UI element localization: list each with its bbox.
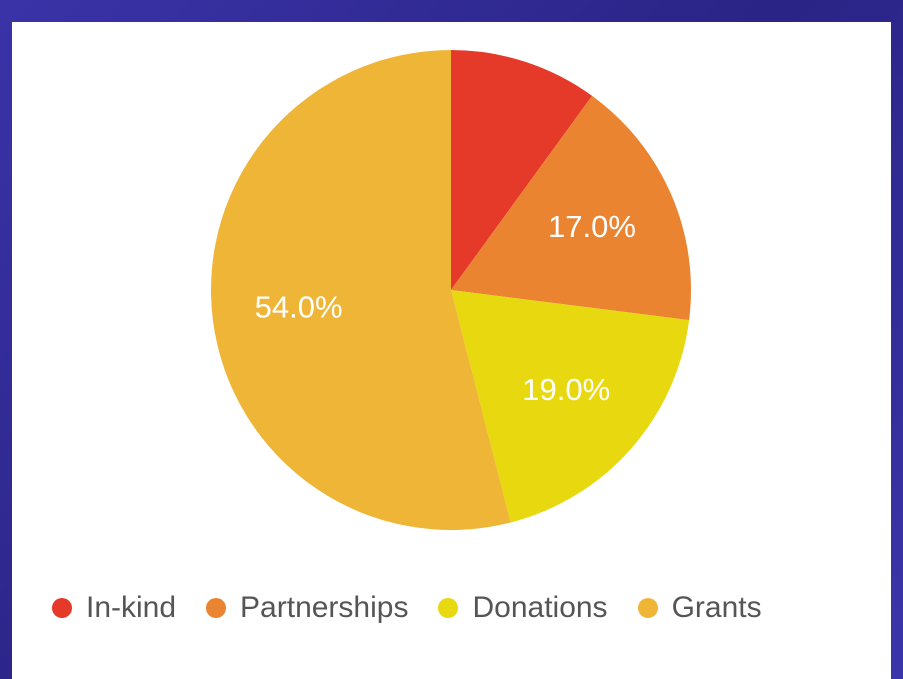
legend-swatch <box>438 598 459 618</box>
legend-label: In-kind <box>86 591 177 624</box>
legend-label: Grants <box>671 591 762 624</box>
slice-value-label: 19.0% <box>522 372 610 407</box>
legend-swatch <box>637 598 658 618</box>
legend-item-partnerships: Partnerships <box>206 591 408 625</box>
pie-chart: 17.0% 19.0% 54.0% <box>211 50 691 530</box>
legend-swatch <box>206 598 227 618</box>
slice-value-label: 54.0% <box>255 289 343 324</box>
legend-item-in-kind: In-kind <box>52 591 176 625</box>
pie-slice-in-kind <box>451 50 593 290</box>
legend-label: Donations <box>472 591 608 624</box>
legend-swatch <box>52 598 72 618</box>
legend: In-kind Partnerships Donations Grants <box>52 588 882 628</box>
slice-value-label: 17.0% <box>548 209 636 244</box>
legend-label: Partnerships <box>240 591 409 624</box>
chart-panel: 17.0% 19.0% 54.0% In-kind Partnerships Don… <box>12 22 891 679</box>
pie-slice-partnerships <box>451 95 691 321</box>
pie-slice-donations <box>451 290 690 523</box>
pie-slice-grants <box>211 50 511 530</box>
legend-item-donations: Donations <box>438 591 608 625</box>
legend-item-grants: Grants <box>637 591 762 625</box>
